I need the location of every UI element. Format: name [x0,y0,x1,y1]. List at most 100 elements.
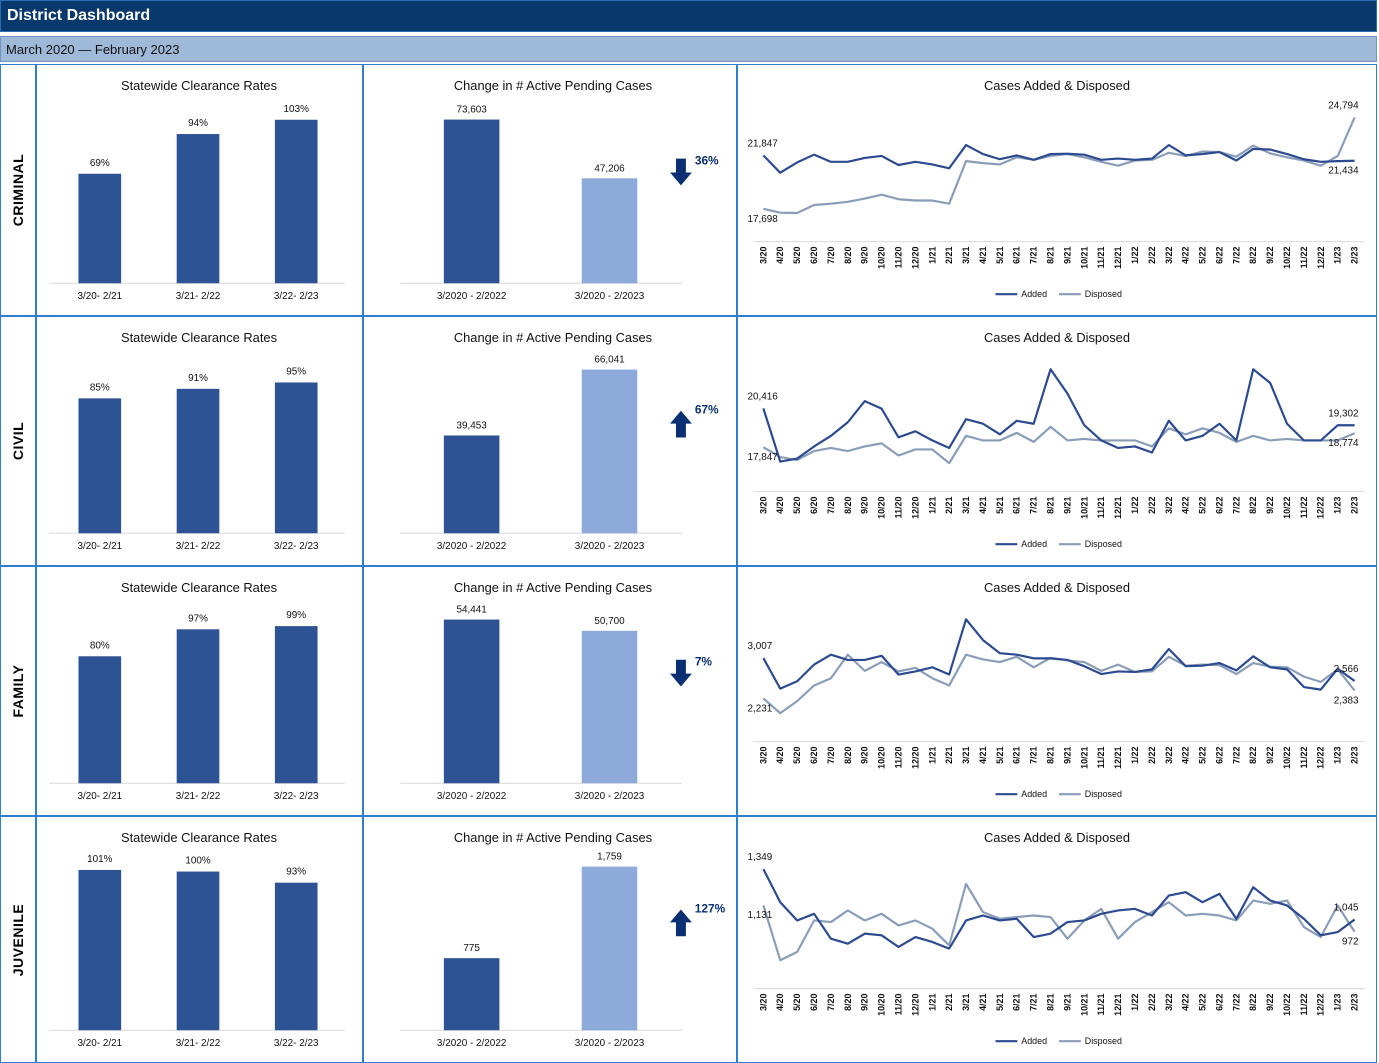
clearance-data-label: 69% [90,158,110,169]
clearance-data-label: 103% [284,104,310,115]
dashboard-row-criminal: CRIMINAL Statewide Clearance Rates 69% 3/20… [0,64,1377,316]
month-tick-label: 12/20 [910,747,920,769]
month-tick-label: 6/21 [1012,247,1022,264]
month-tick-label: 4/22 [1181,747,1191,764]
clearance-rates-panel-svg: Statewide Clearance Rates 80% 3/20- 2/21 97… [49,580,345,802]
pending-category-label: 3/2020 - 2/2022 [437,1038,507,1049]
month-tick-label: 12/21 [1113,994,1123,1016]
pending-data-label: 1,759 [597,852,622,863]
month-tick-label: 9/21 [1062,247,1072,264]
month-tick-label: 4/20 [775,747,785,764]
month-tick-label: 12/22 [1316,497,1326,519]
month-tick-label: 5/20 [792,247,802,264]
disposed-first-value-label: 1,131 [748,910,773,921]
month-tick-label: 6/22 [1214,497,1224,514]
month-tick-label: 1/21 [927,497,937,514]
month-tick-label: 12/21 [1113,247,1123,269]
row-label-box: CIVIL [0,316,36,566]
month-tick-label: 12/21 [1113,747,1123,769]
month-tick-label: 7/20 [826,497,836,514]
month-tick-label: 4/21 [978,497,988,514]
month-tick-label: 9/22 [1265,247,1275,264]
added-series-line [762,368,1355,463]
clearance-data-label: 99% [286,610,306,621]
row-label-box: CRIMINAL [0,64,36,316]
month-tick-label: 2/23 [1350,247,1360,264]
month-tick-label: 7/20 [826,747,836,764]
month-tick-label: 3/21 [961,247,971,264]
month-tick-label: 6/20 [809,994,819,1011]
clearance-rates-panel: Statewide Clearance Rates 69% 3/20- 2/21 94… [36,64,363,316]
pending-change-percent: 36% [695,154,719,168]
added-series-line [762,618,1356,691]
month-tick-label: 1/22 [1130,497,1140,514]
month-tick-label: 6/21 [1012,994,1022,1011]
clearance-chart-title: Statewide Clearance Rates [121,330,277,345]
month-tick-label: 8/20 [843,497,853,514]
clearance-category-label: 3/21- 2/22 [176,541,221,552]
disposed-last-value-label: 2,383 [1334,695,1359,706]
clearance-rates-panel: Statewide Clearance Rates 85% 3/20- 2/21 91… [36,316,363,566]
pending-data-label: 50,700 [594,616,625,627]
clearance-chart-title: Statewide Clearance Rates [121,830,277,845]
pending-category-label: 3/2020 - 2/2022 [437,791,507,802]
month-tick-label: 2/23 [1350,994,1360,1011]
month-tick-label: 7/22 [1231,247,1241,264]
cases-trend-panel-svg: Cases Added & Disposed 3,007 2,231 2,566 2,3… [747,580,1365,799]
month-tick-label: 3/22 [1164,497,1174,514]
month-tick-label: 4/21 [978,994,988,1011]
added-first-value-label: 1,349 [748,852,773,863]
month-tick-label: 11/21 [1096,994,1106,1016]
month-tick-label: 5/22 [1198,247,1208,264]
clearance-category-label: 3/20- 2/21 [77,541,122,552]
pending-cases-panel-svg: Change in # Active Pending Cases 54,441 3/… [400,580,713,802]
month-tick-label: 2/22 [1147,247,1157,264]
added-last-value-label: 1,045 [1334,903,1359,914]
pending-cases-panel-svg: Change in # Active Pending Cases 73,603 3/… [400,78,719,302]
month-tick-label: 8/21 [1046,747,1056,764]
clearance-category-label: 3/22- 2/23 [274,291,319,302]
month-tick-label: 8/21 [1046,247,1056,264]
month-tick-label: 10/20 [877,497,887,519]
month-tick-label: 8/20 [843,994,853,1011]
month-tick-label: 5/21 [995,247,1005,264]
clearance-data-label: 80% [90,640,110,651]
legend-disposed-label: Disposed [1085,539,1122,549]
legend-added-label: Added [1021,789,1047,799]
month-tick-label: 11/22 [1299,994,1309,1016]
pending-change-percent: 7% [695,655,713,669]
pending-data-label: 73,603 [456,105,487,116]
month-tick-label: 8/20 [843,747,853,764]
pending-cases-panel: Change in # Active Pending Cases 39,453 3/… [363,316,737,566]
pending-chart-title: Change in # Active Pending Cases [454,330,652,345]
month-tick-label: 11/20 [893,247,903,269]
month-tick-label: 10/22 [1282,747,1292,769]
month-tick-label: 4/22 [1181,497,1191,514]
disposed-last-value-label: 24,794 [1328,100,1359,111]
month-tick-label: 5/21 [995,497,1005,514]
clearance-rates-panel-svg: Statewide Clearance Rates 85% 3/20- 2/21 91… [49,330,345,552]
clearance-data-label: 93% [286,867,306,878]
cases-trend-panel-svg: Cases Added & Disposed 1,349 1,131 1,045 972… [748,830,1365,1046]
added-first-value-label: 3,007 [747,641,772,652]
month-tick-label: 10/20 [877,747,887,769]
row-label-box: JUVENILE [0,816,36,1063]
trend-chart-title: Cases Added & Disposed [984,830,1130,845]
month-tick-label: 4/22 [1181,994,1191,1011]
month-tick-label: 6/21 [1012,497,1022,514]
month-tick-label: 6/20 [809,247,819,264]
month-tick-label: 3/22 [1164,994,1174,1011]
clearance-rates-panel-svg: Statewide Clearance Rates 69% 3/20- 2/21 94… [49,78,345,302]
clearance-data-label: 100% [185,856,211,867]
month-tick-label: 8/21 [1046,994,1056,1011]
clearance-category-label: 3/20- 2/21 [77,791,122,802]
month-tick-label: 11/20 [893,747,903,769]
pending-bar [443,435,500,534]
pending-cases-panel-svg: Change in # Active Pending Cases 775 3/202… [400,830,726,1049]
pending-bar [581,178,638,284]
pending-category-label: 3/2020 - 2/2022 [437,291,507,302]
month-tick-label: 5/21 [995,747,1005,764]
trend-chart-title: Cases Added & Disposed [984,78,1130,93]
clearance-category-label: 3/20- 2/21 [77,291,122,302]
arrow-down-icon [670,158,692,186]
